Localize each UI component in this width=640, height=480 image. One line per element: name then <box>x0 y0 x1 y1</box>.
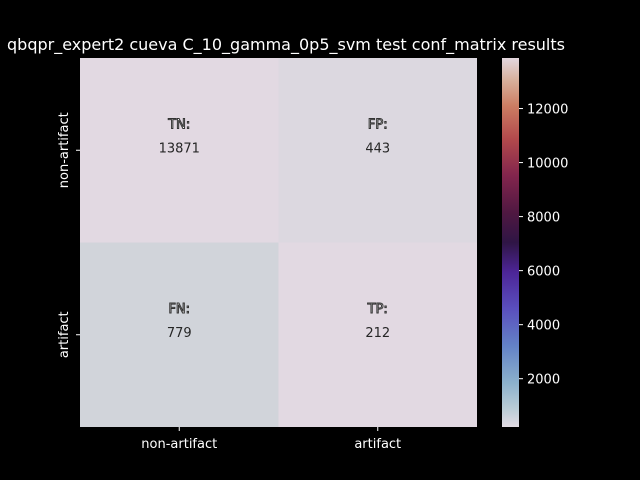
colorbar-tick-label: 4000 <box>527 319 560 334</box>
colorbar-ticks: 2000 4000 6000 8000 10000 12000 <box>519 103 568 388</box>
cell-value-label: 212 <box>365 326 390 341</box>
colorbar <box>502 58 519 427</box>
y-axis: non-artifact artifact <box>57 112 80 358</box>
heatmap-cell-labels: TN: 13871 FP: 443 FN: 779 TP: 212 <box>159 117 391 341</box>
colorbar-tick-label: 10000 <box>527 157 568 172</box>
cell-value-label: 13871 <box>159 141 200 156</box>
heatmap-cell <box>278 58 477 243</box>
heatmap-cells <box>80 58 477 427</box>
cell-tag-label: TP: <box>367 302 388 317</box>
heatmap-cell <box>80 58 279 243</box>
colorbar-tick-label: 2000 <box>527 373 560 388</box>
x-tick-label: non-artifact <box>141 437 217 452</box>
y-tick-label: non-artifact <box>57 112 72 188</box>
cell-tag-label: TN: <box>167 117 190 132</box>
cell-tag-label: FP: <box>368 117 388 132</box>
heatmap-cell <box>80 242 279 427</box>
heatmap-cell <box>278 242 477 427</box>
colorbar-tick-label: 8000 <box>527 211 560 226</box>
colorbar-tick-label: 12000 <box>527 103 568 118</box>
y-tick-label: artifact <box>57 311 72 358</box>
colorbar-tick-label: 6000 <box>527 265 560 280</box>
chart-title: qbqpr_expert2 cueva C_10_gamma_0p5_svm t… <box>7 35 565 55</box>
cell-value-label: 779 <box>167 326 192 341</box>
cell-value-label: 443 <box>365 141 390 156</box>
x-axis: non-artifact artifact <box>141 427 401 452</box>
cell-tag-label: FN: <box>168 302 190 317</box>
x-tick-label: artifact <box>354 437 401 452</box>
